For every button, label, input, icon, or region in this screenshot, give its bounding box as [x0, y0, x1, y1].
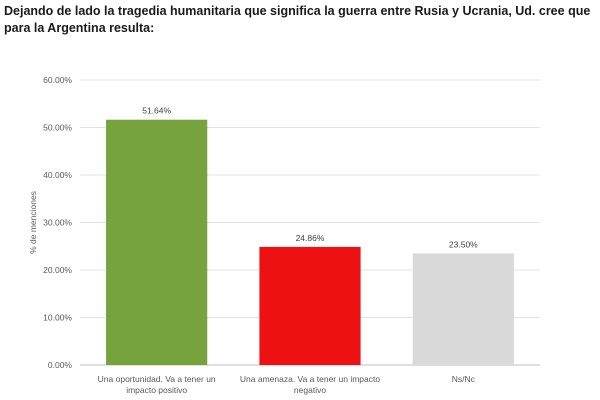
- category-label-line: Una amenaza. Va a tener un impacto: [240, 374, 380, 384]
- data-labels: 51.64% 24.86% 23.50%: [142, 106, 478, 250]
- y-tick-label: 20.00%: [43, 265, 72, 275]
- bars: [106, 119, 514, 366]
- category-label-2: Una amenaza. Va a tener un impacto negati…: [240, 374, 380, 395]
- y-tick-label: 60.00%: [43, 75, 72, 85]
- y-tick-label: 10.00%: [43, 313, 72, 323]
- category-label-3: Ns/Nc: [452, 374, 476, 384]
- bar-3: [412, 253, 514, 365]
- y-tick-label: 50.00%: [43, 123, 72, 133]
- chart-title: Dejando de lado la tragedia humanitaria …: [4, 4, 591, 35]
- bar-1: [106, 119, 208, 366]
- category-label-line: impacto positivo: [126, 385, 187, 395]
- category-label-line: Ns/Nc: [452, 374, 476, 384]
- data-label-1: 51.64%: [142, 106, 171, 116]
- category-label-line: negativo: [294, 385, 326, 395]
- data-label-3: 23.50%: [449, 239, 478, 249]
- bar-2: [259, 246, 361, 365]
- category-label-line: Una oportunidad. Va a tener un: [98, 374, 216, 384]
- category-label-1: Una oportunidad. Va a tener un impacto po…: [98, 374, 216, 395]
- y-axis-tick-labels: 0.00% 10.00% 20.00% 30.00% 40.00% 50.00% 60.00…: [43, 75, 72, 370]
- y-axis-title: % de menciones: [28, 191, 38, 254]
- data-label-2: 24.86%: [296, 233, 325, 243]
- y-tick-label: 40.00%: [43, 170, 72, 180]
- x-axis-category-labels: Una oportunidad. Va a tener un impacto po…: [98, 374, 476, 395]
- y-tick-label: 0.00%: [48, 360, 73, 370]
- y-tick-label: 30.00%: [43, 218, 72, 228]
